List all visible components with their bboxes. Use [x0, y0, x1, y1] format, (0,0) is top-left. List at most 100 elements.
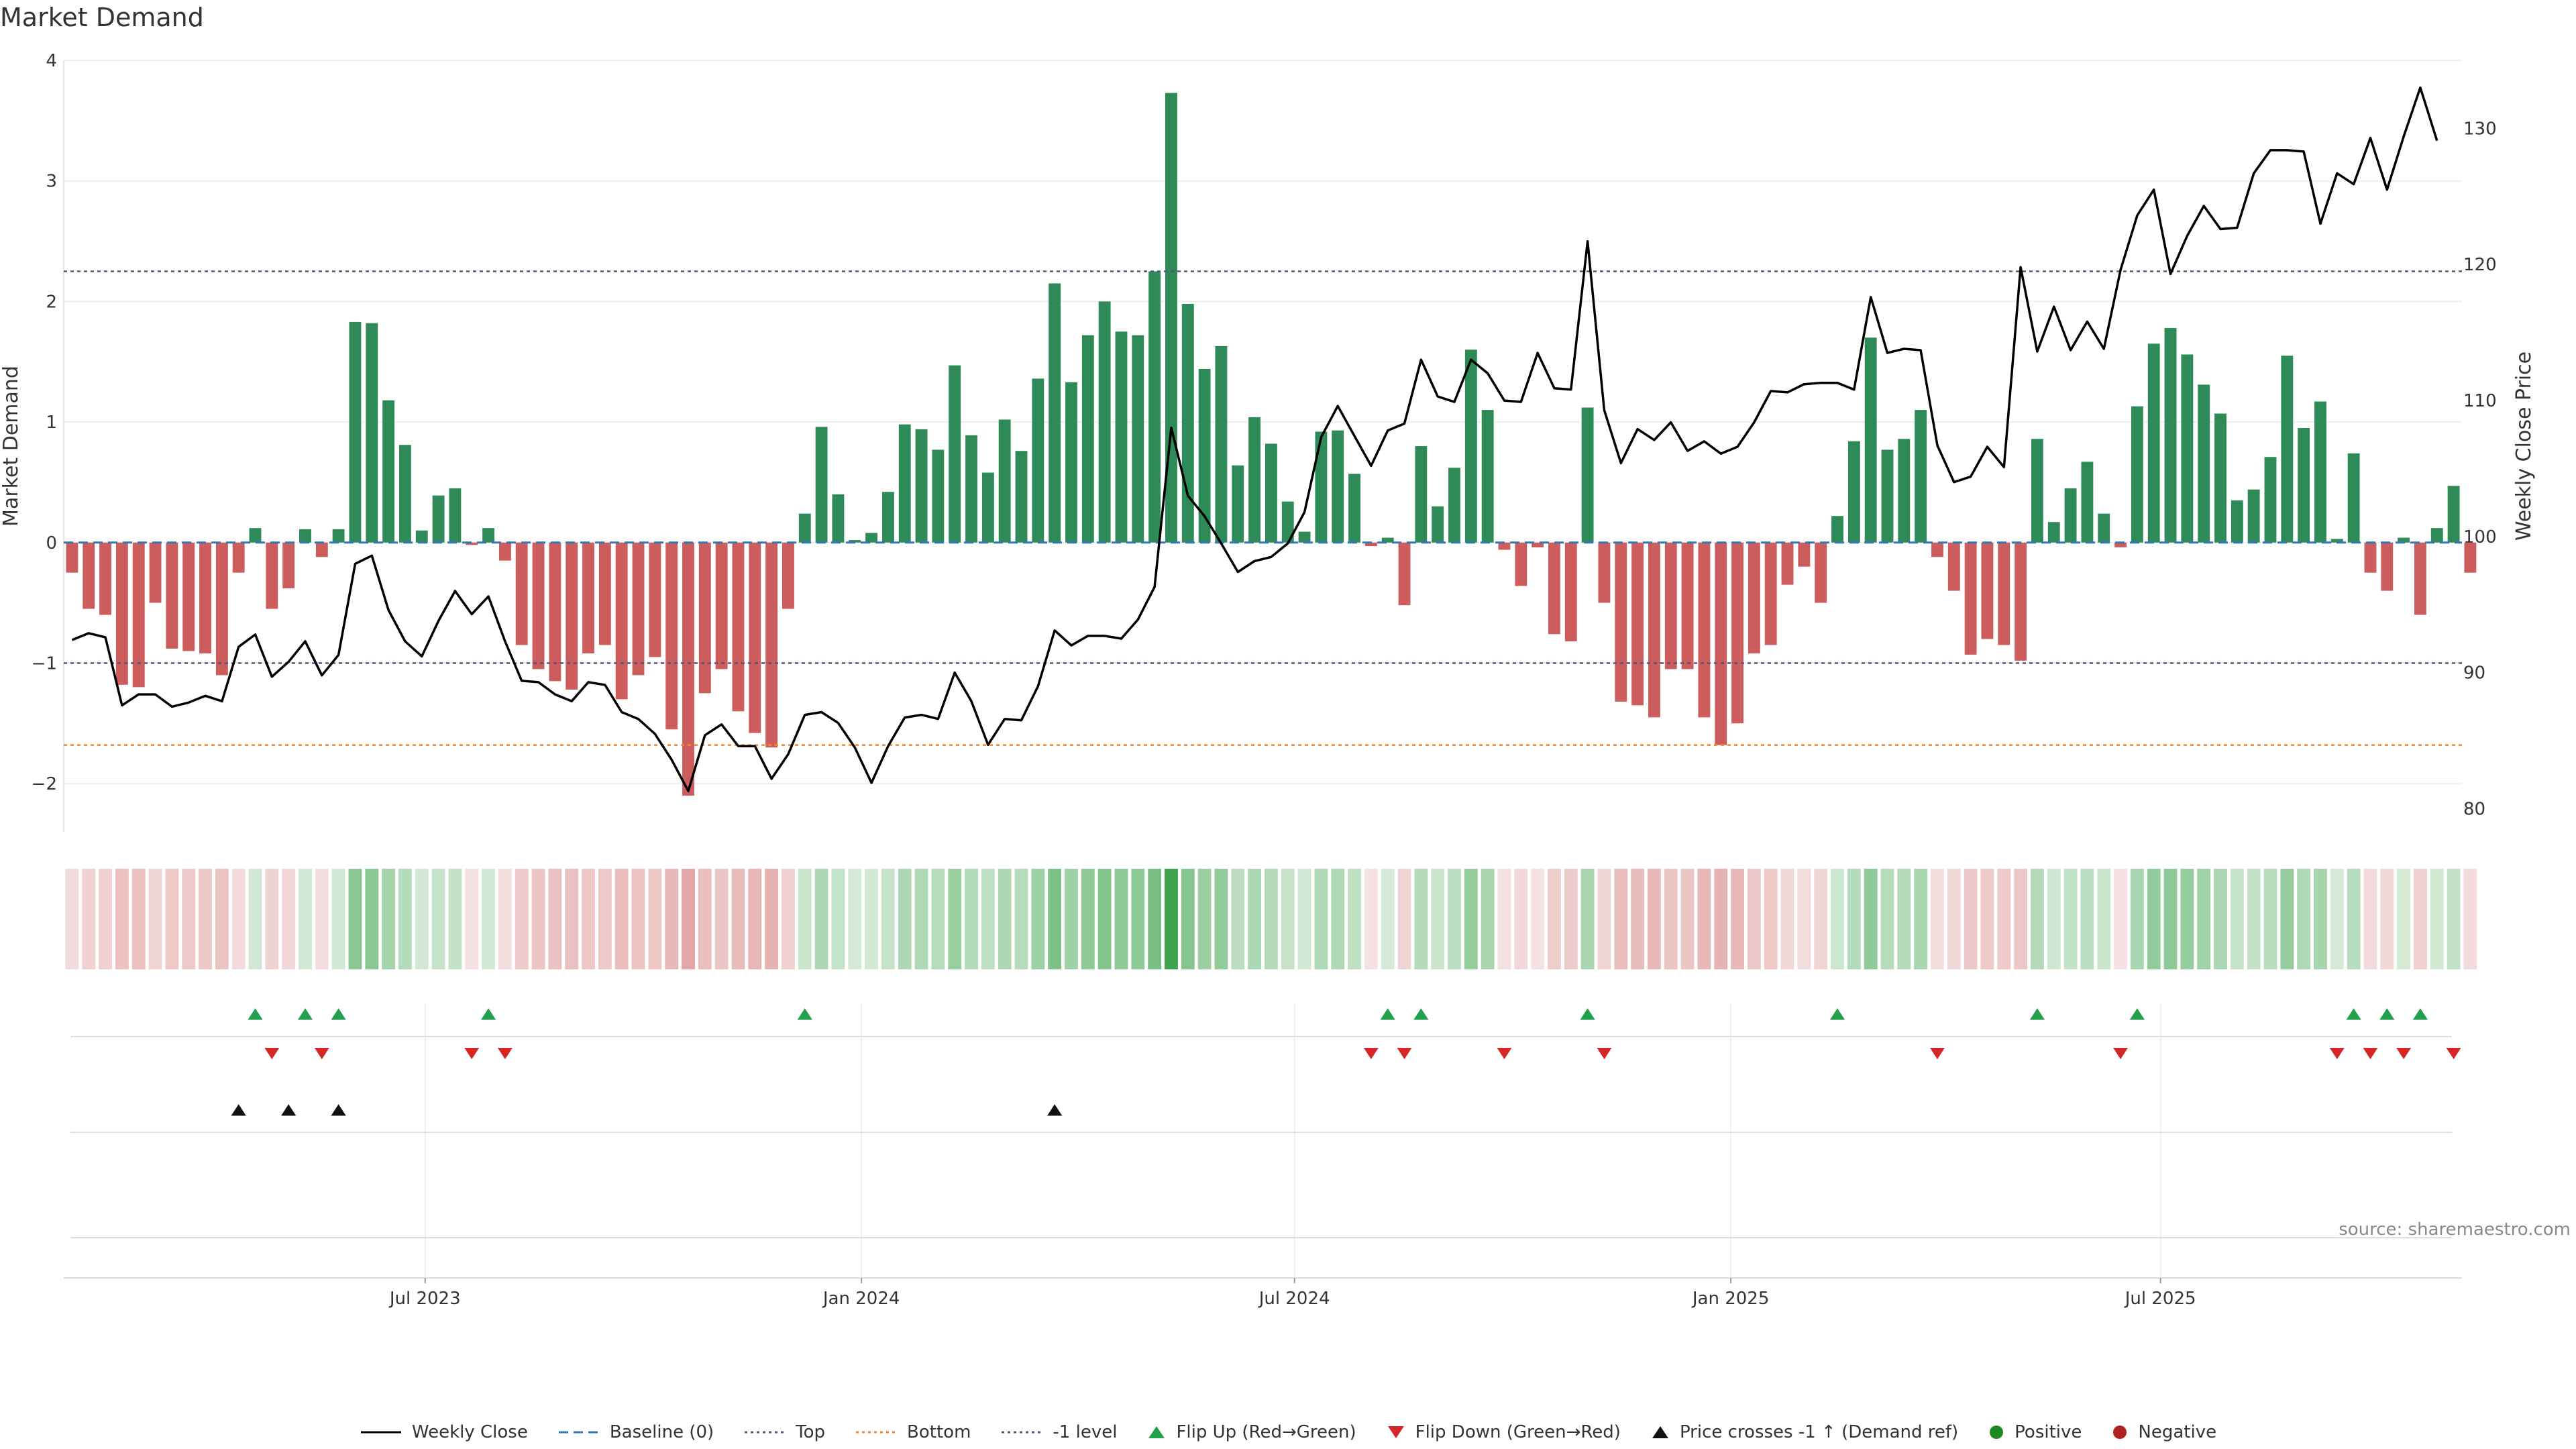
demand-bar [1148, 271, 1161, 543]
source-note: source: sharemaestro.com [2339, 1220, 2571, 1240]
heatstrip-cell [1097, 869, 1112, 969]
heatstrip-cell [2097, 869, 2111, 969]
heatstrip-cell [1448, 869, 1461, 969]
heatstrip-cell [2214, 869, 2227, 969]
flip-up-marker [481, 1008, 496, 1020]
heatstrip-cell [1248, 869, 1262, 969]
heatstrip-cell [498, 869, 512, 969]
demand-bar [299, 529, 311, 543]
demand-bar [1432, 506, 1444, 543]
heatstrip-cell [2130, 869, 2144, 969]
demand-bar [2264, 457, 2277, 543]
demand-bar [632, 542, 645, 676]
demand-bar [1065, 382, 1077, 543]
demand-bar [582, 542, 594, 654]
price-cross-marker [231, 1104, 246, 1116]
heatstrip-cell [1964, 869, 1978, 969]
heatstrip-cell [215, 869, 229, 969]
heatstrip-cell [2197, 869, 2211, 969]
demand-bar [1715, 542, 1727, 745]
y-tick-label-right: 120 [2463, 255, 2497, 275]
demand-bar [199, 542, 211, 654]
demand-bar [1081, 335, 1094, 543]
y-tick-label-right: 110 [2463, 391, 2497, 411]
demand-bar [2298, 428, 2310, 543]
demand-bar [949, 365, 961, 543]
y-tick-label-left: 4 [46, 51, 57, 71]
demand-bar [932, 449, 945, 543]
heatstrip-cell [1348, 869, 1361, 969]
heatstrip-cell [331, 869, 345, 969]
heatstrip-cell [1880, 869, 1894, 969]
heatstrip-cell [798, 869, 812, 969]
x-tick-label: Jul 2024 [1258, 1289, 1330, 1309]
demand-bar [2081, 462, 2094, 543]
heatstrip-cell [1614, 869, 1628, 969]
flip-up-marker [797, 1008, 812, 1020]
legend-label-price-cross: Price crosses -1 ↑ (Demand ref) [1679, 1422, 1959, 1442]
heatstrip-cell [448, 869, 462, 969]
demand-bar [749, 542, 761, 733]
y-axis-label-left: Market Demand [0, 366, 23, 527]
demand-bar [1815, 542, 1827, 603]
demand-bar [1032, 378, 1044, 543]
heatstrip-cell [348, 869, 362, 969]
demand-bar [765, 542, 778, 748]
demand-bar [998, 419, 1011, 543]
demand-bar [2098, 513, 2110, 543]
heatstrip-cell [2147, 869, 2161, 969]
flip-down-marker [264, 1048, 280, 1059]
demand-bar [1448, 468, 1460, 543]
heatstrip-cell [1431, 869, 1445, 969]
demand-bar [498, 542, 511, 561]
demand-bar [915, 429, 928, 543]
heatstrip-cell [998, 869, 1012, 969]
heatstrip-cell [1914, 869, 1928, 969]
heatstrip-cell [2163, 869, 2178, 969]
flip-down-marker [2329, 1048, 2345, 1059]
demand-bar [1564, 542, 1577, 642]
x-tick-label: Jul 2025 [2124, 1289, 2196, 1309]
heatstrip-cell [1714, 869, 1728, 969]
heatstrip-cell [1548, 869, 1561, 969]
demand-bar [2330, 539, 2343, 543]
demand-bar [149, 542, 162, 603]
y-tick-label-left: 2 [46, 292, 57, 312]
heatstrip-cell [2347, 869, 2361, 969]
demand-bar [1864, 337, 1877, 543]
heatstrip-cell [65, 869, 79, 969]
flip-up-marker [1413, 1008, 1429, 1020]
flip-down-marker [1597, 1048, 1612, 1059]
heatstrip-cell [1081, 869, 1095, 969]
demand-bar [1631, 542, 1644, 706]
flip-up-marker [248, 1008, 263, 1020]
heatstrip-cell [1997, 869, 2011, 969]
demand-bar [2181, 354, 2194, 543]
heatstrip-cell [1697, 869, 1711, 969]
heatstrip-cell [2314, 869, 2327, 969]
demand-bar [1132, 335, 1144, 543]
demand-bar [1532, 542, 1544, 547]
heatstrip-cell [2263, 869, 2277, 969]
legend-label-flip-down: Flip Down (Green→Red) [1415, 1422, 1621, 1442]
demand-bar [682, 542, 694, 796]
y-tick-label-right: 90 [2463, 663, 2485, 684]
heatstrip-cell [515, 869, 529, 969]
heatstrip-cell [2080, 869, 2094, 969]
demand-bar [1648, 542, 1660, 718]
demand-bar [832, 494, 845, 543]
demand-bar [798, 513, 811, 543]
demand-bar [2314, 401, 2326, 543]
heatstrip-cell [714, 869, 729, 969]
flip-up-marker [2346, 1008, 2361, 1020]
heatstrip-cell [1631, 869, 1645, 969]
heatstrip-cell [665, 869, 679, 969]
demand-bar [1248, 417, 1261, 543]
heatstrip-cell [731, 869, 745, 969]
heatstrip-cell [1414, 869, 1428, 969]
demand-bar [1332, 430, 1344, 543]
legend-label-flip-up: Flip Up (Red→Green) [1176, 1422, 1356, 1442]
legend-item-positive: Positive [1988, 1422, 2082, 1442]
y-tick-label-left: −1 [32, 653, 57, 674]
demand-bar [215, 542, 228, 676]
